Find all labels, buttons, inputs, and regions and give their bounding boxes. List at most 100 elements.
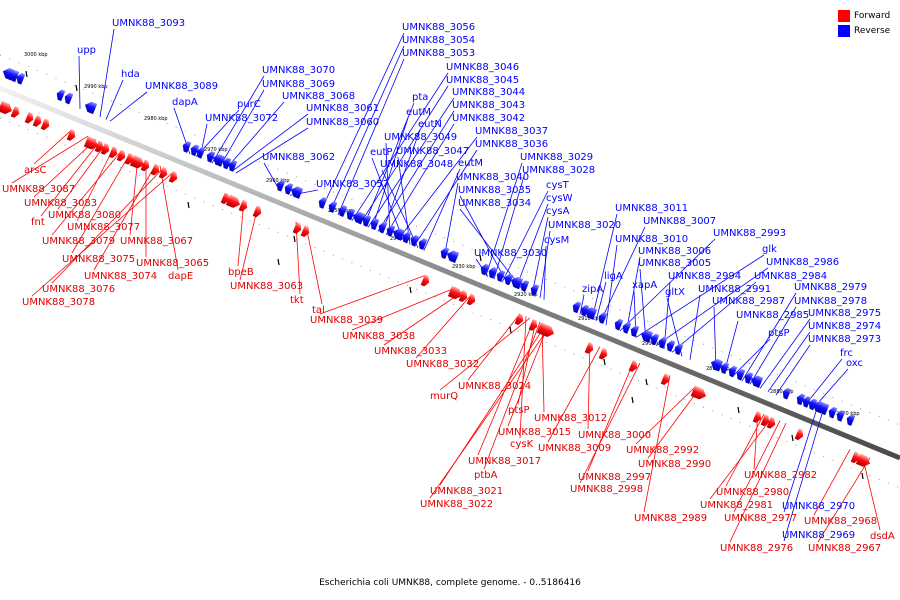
reverse-gene — [640, 330, 654, 343]
label-connector — [501, 190, 549, 283]
forward-gene-label: UMNK88_3074 — [84, 271, 157, 282]
label-connector — [359, 85, 449, 225]
forward-gene-label: UMNK88_3033 — [374, 346, 447, 357]
label-connector — [231, 113, 309, 172]
reverse-gene — [190, 144, 200, 157]
label-connector — [76, 146, 115, 222]
forward-gene — [66, 129, 76, 141]
reverse-gene-label: UMNK88_3029 — [520, 152, 593, 163]
genome-backbone — [0, 85, 900, 461]
reverse-gene-label: UMNK88_2994 — [668, 271, 741, 282]
reverse-gene-label: UMNK88_3043 — [452, 100, 525, 111]
axis-tick-label: 2940 kbp — [390, 236, 414, 242]
reverse-gene — [276, 179, 286, 192]
forward-gene-label: UMNK88_3015 — [498, 427, 571, 438]
forward-guide-track — [0, 117, 900, 489]
reverse-gene — [392, 228, 406, 241]
reverse-gene-label: UMNK88_2985 — [736, 310, 809, 321]
reverse-gene-label: UMNK88_3068 — [282, 91, 355, 102]
reverse-gene-label: UMNK88_2973 — [808, 334, 881, 345]
label-connectors — [11, 28, 881, 543]
reverse-gene-label: UMNK88_3035 — [458, 185, 531, 196]
forward-gene-label: UMNK88_3032 — [406, 359, 479, 370]
reverse-gene — [284, 183, 294, 195]
label-connector — [99, 28, 115, 118]
reverse-gene-label: ligA — [604, 271, 623, 282]
forward-gene — [794, 428, 804, 441]
label-connector — [423, 168, 461, 251]
reverse-gene — [446, 250, 460, 264]
forward-gene-label: UMNK88_2968 — [804, 516, 877, 527]
tick-mark — [187, 201, 190, 209]
forward-gene — [447, 285, 463, 300]
tick-mark — [791, 434, 794, 442]
label-connector — [381, 169, 419, 249]
forward-gene-label: ptsP — [508, 405, 530, 416]
label-connector — [655, 267, 769, 347]
forward-gene-label: murQ — [430, 391, 458, 402]
forward-gene — [292, 222, 302, 234]
reverse-gene — [16, 73, 26, 85]
tick-mark — [631, 396, 634, 404]
tick-marks — [25, 70, 864, 480]
label-connector — [321, 32, 405, 209]
forward-gene-label: UMNK88_2998 — [570, 484, 643, 495]
reverse-gene — [440, 247, 450, 259]
reverse-gene-label: UMNK88_3070 — [262, 65, 335, 76]
reverse-gene — [222, 157, 232, 170]
label-connector — [579, 294, 585, 315]
reverse-gene — [504, 273, 514, 286]
label-connector — [493, 175, 525, 280]
label-connector — [105, 79, 124, 120]
reverse-gene-label: UMNK88_3040 — [456, 172, 529, 183]
forward-gene — [252, 205, 262, 218]
axis-tick-label: 2970 kbp — [204, 147, 228, 153]
forward-gene-label: UMNK88_3078 — [22, 297, 95, 308]
label-connector — [507, 325, 549, 427]
reverse-gene-label: UMNK88_2969 — [782, 530, 855, 541]
reverse-gene-label: cysW — [546, 193, 573, 204]
label-connector — [729, 422, 787, 543]
reverse-gene — [196, 147, 206, 159]
reverse-gene — [212, 154, 226, 167]
label-connector — [337, 58, 405, 216]
forward-gene — [855, 453, 871, 467]
label-connector — [619, 238, 716, 332]
reverse-gene-label: UMNK88_3047 — [396, 146, 469, 157]
reverse-gene — [796, 393, 806, 406]
reverse-gene-label: UMNK88_3072 — [205, 113, 278, 124]
label-connector — [709, 417, 773, 500]
forward-gene — [0, 100, 13, 115]
tick-mark — [645, 378, 648, 386]
forward-genes — [0, 100, 871, 467]
reverse-gene — [658, 336, 668, 349]
legend: Forward Reverse — [838, 8, 890, 38]
reverse-gene — [736, 369, 746, 381]
reverse-gene-label: eutM — [406, 107, 431, 118]
reverse-gene — [782, 387, 792, 400]
label-connector — [385, 142, 391, 237]
reverse-gene-label: UMNK88_3069 — [262, 79, 335, 90]
forward-gene-label: UMNK88_3024 — [458, 381, 531, 392]
reverse-gene-label: gltX — [665, 287, 685, 298]
forward-swatch — [838, 9, 850, 22]
label-connector — [397, 156, 411, 245]
forward-gene — [628, 360, 638, 372]
reverse-gene-label: UMNK88_3061 — [306, 103, 379, 114]
reverse-gene-label: UMNK88_2991 — [698, 284, 771, 295]
label-connector — [33, 139, 97, 198]
label-connector — [51, 167, 165, 284]
reverse-gene-label: UMNK88_3037 — [475, 126, 548, 137]
label-connector — [33, 129, 73, 165]
label-connector — [477, 319, 535, 456]
reverse-gene — [820, 403, 830, 416]
forward-gene-label: bpeB — [228, 267, 254, 278]
axis-tick-label: 2960 kbp — [266, 178, 290, 184]
tick-mark — [861, 472, 864, 480]
reverse-gene-label: cysA — [546, 206, 570, 217]
label-connector — [587, 342, 591, 430]
reverse-gene — [488, 267, 498, 279]
reverse-gene-label: oxc — [846, 358, 863, 369]
forward-gene-label: cysK — [510, 439, 534, 450]
